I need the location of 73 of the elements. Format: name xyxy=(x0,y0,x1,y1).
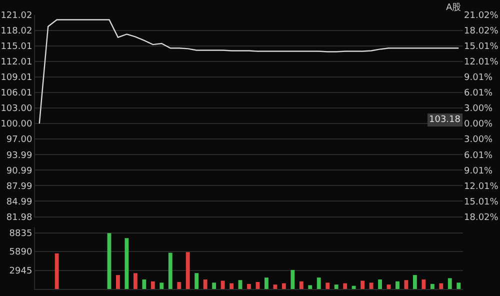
bar xyxy=(404,280,408,289)
bar xyxy=(386,284,391,289)
y2-tick-label: 12.01% xyxy=(464,182,499,192)
bar xyxy=(326,282,330,289)
y2-tick-label: 9.01% xyxy=(464,166,494,176)
bar xyxy=(343,283,348,289)
bar xyxy=(116,275,120,289)
bar xyxy=(316,278,321,289)
y-tick-label: 100.00 xyxy=(0,120,32,130)
bar xyxy=(212,282,216,289)
bar xyxy=(194,273,199,289)
y-tick-label: 97.00 xyxy=(6,135,32,146)
bar xyxy=(439,283,444,289)
y2-tick-label: 15.01% xyxy=(464,42,499,52)
y-tick-label: 121.02 xyxy=(0,11,32,22)
bar xyxy=(396,281,400,289)
line-series xyxy=(38,19,460,124)
bar xyxy=(238,280,242,289)
y-tick-label: 109.01 xyxy=(0,73,32,84)
y-tick-label: 2945 xyxy=(9,266,32,276)
bar xyxy=(352,286,356,289)
y2-tick-label: 3.00% xyxy=(464,104,494,114)
y2-tick-label: 21.02% xyxy=(464,11,499,22)
bar xyxy=(133,273,138,289)
y-tick-label: 118.02 xyxy=(0,26,32,37)
bar xyxy=(203,279,208,289)
y-tick-label: 81.98 xyxy=(6,212,32,223)
y-tick-label: 93.99 xyxy=(6,150,32,161)
bar xyxy=(186,252,190,289)
y-tick-label: 87.99 xyxy=(6,182,32,192)
y2-tick-label: 9.01% xyxy=(464,73,494,84)
y2-tick-label: 15.01% xyxy=(464,197,499,208)
bar xyxy=(412,275,417,289)
bar xyxy=(177,282,182,289)
bar xyxy=(54,253,59,289)
y-tick-label: 5890 xyxy=(9,248,32,258)
bar xyxy=(150,281,155,289)
bar xyxy=(430,284,434,289)
text: A股 xyxy=(446,2,462,13)
bar xyxy=(142,279,146,289)
y2-tick-label: 18.02% xyxy=(464,26,499,37)
bar xyxy=(378,279,382,289)
y2-tick-label: 6.01% xyxy=(464,150,494,161)
y-tick-label: 115.01 xyxy=(0,42,32,52)
y2-tick-label: 12.01% xyxy=(464,58,499,68)
bar xyxy=(168,252,172,289)
bar xyxy=(448,278,452,289)
bar xyxy=(308,285,312,289)
y2-tick-label: 18.02% xyxy=(464,212,499,223)
y-tick-label: 103.00 xyxy=(0,104,32,114)
bar xyxy=(264,278,268,289)
y-tick-label: 90.99 xyxy=(6,166,32,176)
bar xyxy=(282,283,286,289)
bar xyxy=(160,282,164,289)
bar xyxy=(230,283,234,289)
bar xyxy=(220,280,225,289)
y-tick-label: 106.01 xyxy=(0,88,32,99)
bar xyxy=(334,284,338,289)
y-tick-label: 8835 xyxy=(9,229,32,239)
y2-tick-label: 6.01% xyxy=(464,88,494,99)
bar xyxy=(369,282,374,289)
bar xyxy=(290,270,295,289)
bar xyxy=(422,279,426,289)
y-tick-label: 112.01 xyxy=(0,58,32,68)
bar xyxy=(456,282,461,289)
annotation: 103.18 xyxy=(429,115,461,125)
bar xyxy=(360,280,365,289)
y-tick-label: 84.99 xyxy=(6,197,32,208)
bar xyxy=(247,284,251,289)
bar xyxy=(299,281,304,289)
y2-tick-label: 0.00% xyxy=(464,120,494,130)
bar xyxy=(273,284,278,289)
y2-tick-label: 3.00% xyxy=(464,135,494,146)
